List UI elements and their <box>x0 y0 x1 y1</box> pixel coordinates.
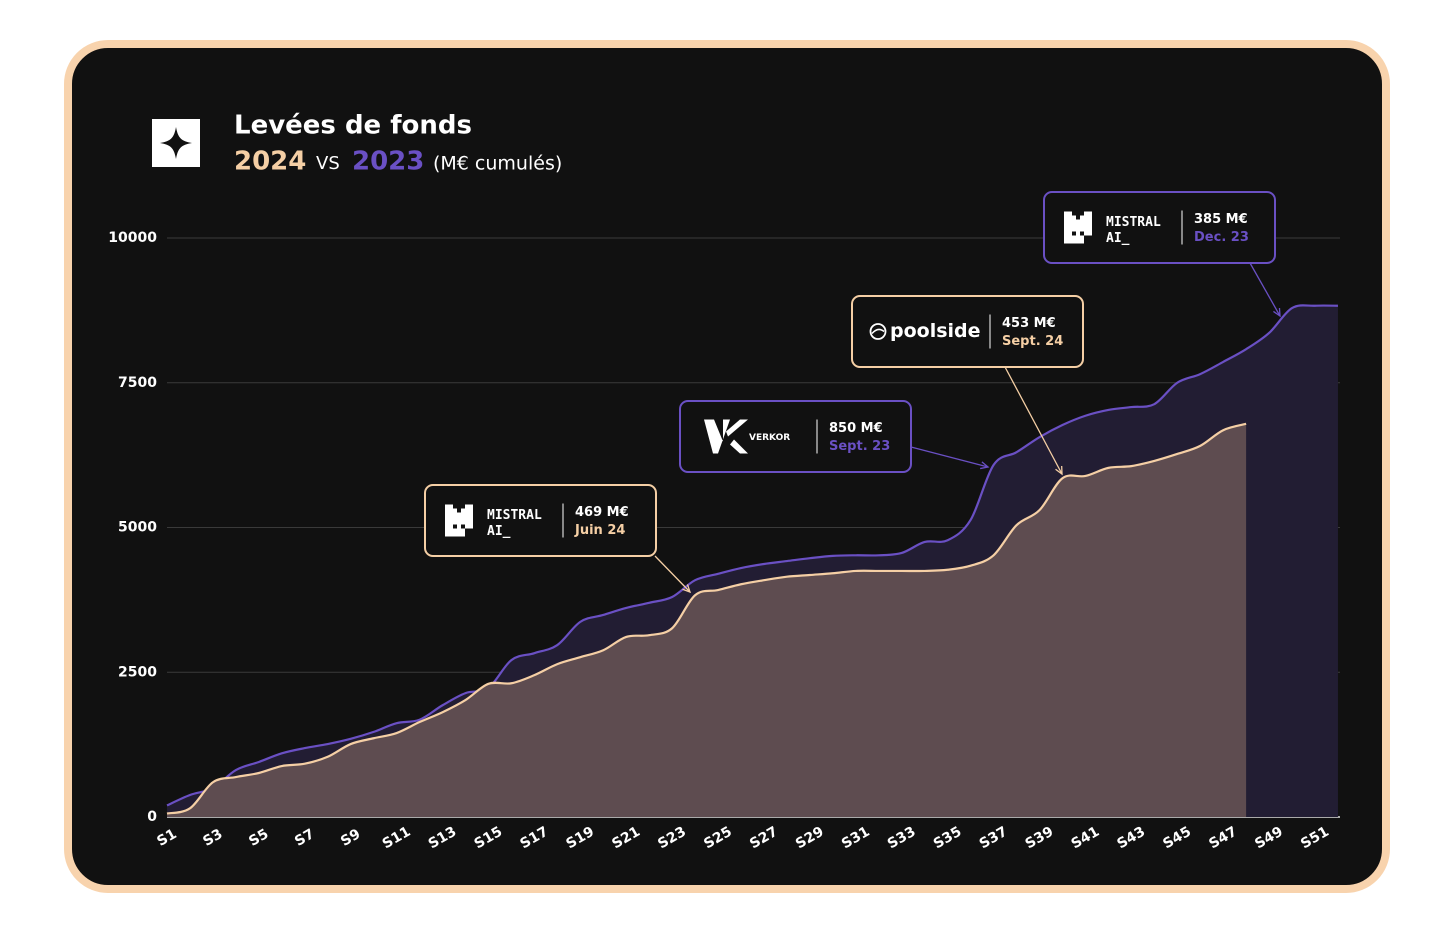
annotation-arrow <box>654 555 691 593</box>
annotation-logo: MISTRAL <box>1106 215 1161 230</box>
annotation-box <box>851 295 1084 368</box>
y-tick-label: 0 <box>147 809 157 825</box>
mistral-icon <box>445 504 473 537</box>
annotation-box <box>424 484 657 557</box>
verkor-icon <box>704 419 748 454</box>
annotation-amount: 385 M€ <box>1194 212 1248 227</box>
chart-title: Levées de fonds <box>234 111 472 141</box>
legend-2023: 2023 <box>352 147 424 177</box>
annotation-logo: MISTRAL <box>487 508 542 523</box>
annotation-amount: 850 M€ <box>829 421 883 436</box>
annotation-amount: 469 M€ <box>575 505 629 520</box>
annotation-arrow <box>910 446 989 468</box>
arrow-head <box>682 584 692 594</box>
annotation: poolside 453 M€ Sept. 24 <box>851 295 1084 476</box>
brand-logo <box>152 119 200 167</box>
annotation-box <box>1043 191 1276 264</box>
annotation-logo: AI_ <box>487 524 511 539</box>
y-tick-label: 7500 <box>118 375 157 391</box>
area-fill <box>167 423 1247 817</box>
subtitle-vs: VS <box>316 153 340 174</box>
annotation-date: Dec. 23 <box>1194 230 1249 245</box>
annotation-date: Juin 24 <box>574 523 625 538</box>
arrow-head <box>980 461 990 470</box>
poolside-icon <box>869 323 887 340</box>
annotation: VERKOR 850 M€ Sept. 23 <box>679 400 990 473</box>
unit-note: (M€ cumulés) <box>433 153 562 175</box>
annotation-date: Sept. 24 <box>1002 334 1063 349</box>
arrow-head <box>1273 307 1281 318</box>
annotation-arrow <box>1249 262 1281 317</box>
annotation-box <box>679 400 912 473</box>
annotation-date: Sept. 23 <box>829 439 890 454</box>
annotation-logo: VERKOR <box>749 433 790 443</box>
mistral-icon <box>1064 211 1092 244</box>
annotation-arrow <box>1004 366 1063 475</box>
y-tick-label: 10000 <box>108 230 157 246</box>
area-line <box>166 422 1247 815</box>
annotation-logo: AI_ <box>1106 231 1130 246</box>
annotation-logo: poolside <box>890 320 981 342</box>
y-tick-label: 5000 <box>118 520 157 536</box>
arrow-head <box>1055 465 1063 476</box>
annotation-amount: 453 M€ <box>1002 316 1056 331</box>
y-tick-label: 2500 <box>118 664 157 680</box>
legend-2024: 2024 <box>234 147 306 177</box>
area-line <box>166 304 1338 807</box>
poolside-icon-wave <box>871 328 885 335</box>
